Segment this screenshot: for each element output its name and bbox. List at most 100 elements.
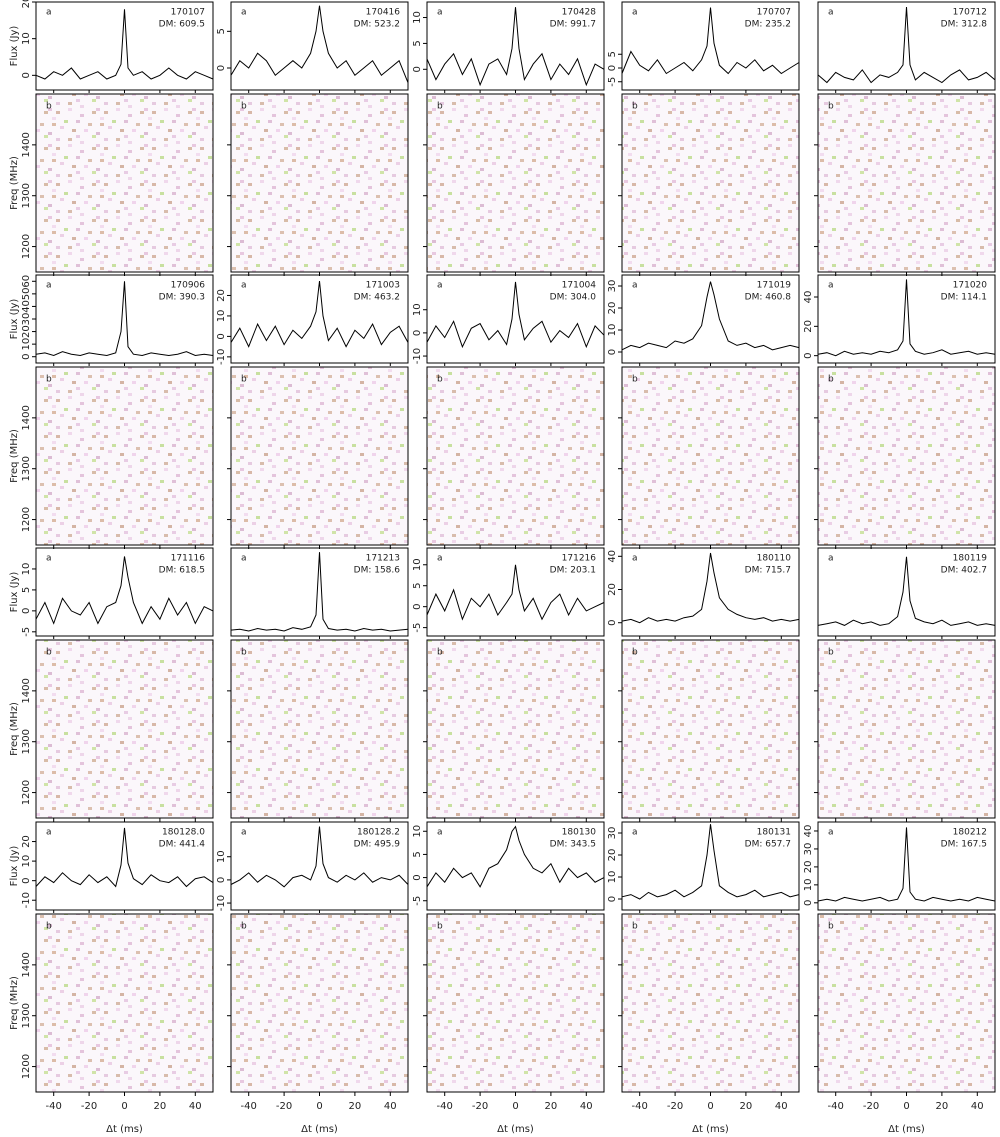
x-tick-label: -40 [241, 1101, 257, 1112]
dm-annotation: DM: 609.5 [159, 20, 205, 30]
dynamic-spectrum [427, 94, 604, 272]
panel-letter: a [46, 8, 52, 18]
flux-profile [426, 564, 605, 621]
dynamic-spectrum [36, 367, 213, 545]
panel-letter: b [437, 648, 443, 658]
x-tick-label: 0 [903, 1101, 909, 1112]
flux-profile [230, 281, 409, 348]
burst-name: 180130 [562, 828, 597, 838]
flux-profile [35, 556, 214, 625]
y-tick-label: 1400 [21, 405, 32, 430]
y-axis-label: Flux (Jy) [9, 572, 20, 613]
panel-letter: a [828, 8, 834, 18]
y-axis-label: Flux (Jy) [9, 299, 20, 340]
dm-annotation: DM: 203.1 [550, 566, 596, 576]
burst-name: 171116 [171, 554, 206, 564]
dm-annotation: DM: 463.2 [354, 293, 400, 303]
y-tick-label: 0 [803, 352, 814, 358]
panel-letter: b [241, 375, 247, 385]
x-tick-label: -20 [863, 1101, 879, 1112]
burst-name: 171020 [953, 281, 988, 291]
y-tick-label: 20 [607, 583, 618, 596]
burst-name: 180131 [757, 828, 791, 838]
y-tick-label: -10 [412, 348, 423, 364]
dynamic-spectrum [427, 914, 604, 1092]
panel-letter: b [828, 922, 834, 932]
burst-name: 171213 [366, 554, 400, 564]
panel-letter: a [241, 828, 247, 838]
panel-letter: a [632, 828, 638, 838]
burst-name: 180128.0 [162, 828, 205, 838]
y-tick-label: 0 [21, 608, 32, 614]
y-tick-label: 20 [607, 302, 618, 315]
y-tick-label: 0 [412, 603, 423, 609]
y-tick-label: 10 [412, 558, 423, 571]
burst-name: 171003 [366, 281, 400, 291]
flux-profile [35, 281, 214, 357]
y-axis-label: Freq (MHz) [9, 429, 20, 483]
dm-annotation: DM: 235.2 [745, 20, 791, 30]
y-tick-label: 1300 [21, 183, 32, 208]
x-axis-label: Δt (ms) [497, 1124, 534, 1135]
y-tick-label: 30 [21, 313, 32, 326]
panel-letter: a [437, 828, 443, 838]
panel-letter: b [632, 648, 638, 658]
flux-profile [817, 279, 996, 357]
panel-letter: b [46, 375, 52, 385]
burst-name: 170712 [953, 8, 987, 18]
y-tick-label: 10 [412, 825, 423, 838]
panel-letter: b [241, 648, 247, 658]
flux-profile [817, 6, 996, 84]
flux-profile [621, 552, 800, 624]
dm-annotation: DM: 460.8 [745, 293, 792, 303]
y-tick-label: -10 [216, 895, 227, 911]
flux-profile [35, 827, 214, 888]
x-tick-label: 20 [349, 1101, 362, 1112]
y-tick-label: 10 [21, 32, 32, 45]
y-tick-label: 0 [803, 900, 814, 906]
flux-profile [230, 826, 409, 888]
dynamic-spectrum [622, 914, 799, 1092]
panel-letter: a [241, 281, 247, 291]
x-tick-label: 40 [384, 1101, 397, 1112]
x-tick-label: 20 [740, 1101, 753, 1112]
x-axis-label: Δt (ms) [692, 1124, 729, 1135]
y-tick-label: 40 [21, 300, 32, 313]
x-tick-label: 0 [512, 1101, 518, 1112]
dm-annotation: DM: 402.7 [941, 566, 987, 576]
flux-profile [230, 552, 409, 632]
y-tick-label: -5 [607, 77, 618, 87]
dm-annotation: DM: 312.8 [941, 20, 988, 30]
y-tick-label: 1300 [21, 456, 32, 481]
x-tick-label: 40 [971, 1101, 984, 1112]
y-tick-label: 10 [21, 338, 32, 351]
dm-annotation: DM: 390.3 [159, 293, 205, 303]
x-axis-label: Δt (ms) [301, 1124, 338, 1135]
y-tick-label: 10 [607, 324, 618, 337]
dynamic-spectrum [36, 640, 213, 818]
y-tick-label: -10 [21, 892, 32, 908]
y-axis-label: Flux (Jy) [9, 26, 20, 67]
y-tick-label: 0 [21, 877, 32, 883]
panel-letter: a [437, 8, 443, 18]
dm-annotation: DM: 523.2 [354, 20, 400, 30]
x-tick-label: -40 [46, 1101, 62, 1112]
burst-name: 180212 [953, 828, 987, 838]
dm-annotation: DM: 991.7 [550, 20, 596, 30]
x-tick-label: 0 [121, 1101, 127, 1112]
y-tick-label: 0 [412, 66, 423, 72]
x-axis-label: Δt (ms) [106, 1124, 143, 1135]
panel-letter: b [241, 922, 247, 932]
dm-annotation: DM: 167.5 [941, 840, 987, 850]
dm-annotation: DM: 441.4 [159, 840, 206, 850]
x-tick-label: 40 [775, 1101, 788, 1112]
y-tick-label: 5 [412, 40, 423, 46]
dynamic-spectrum [231, 367, 408, 545]
panel-letter: a [632, 8, 638, 18]
x-tick-label: 0 [707, 1101, 713, 1112]
y-tick-label: 5 [412, 851, 423, 857]
panel-letter: b [632, 922, 638, 932]
dynamic-spectrum [231, 914, 408, 1092]
panel-letter: a [437, 554, 443, 564]
